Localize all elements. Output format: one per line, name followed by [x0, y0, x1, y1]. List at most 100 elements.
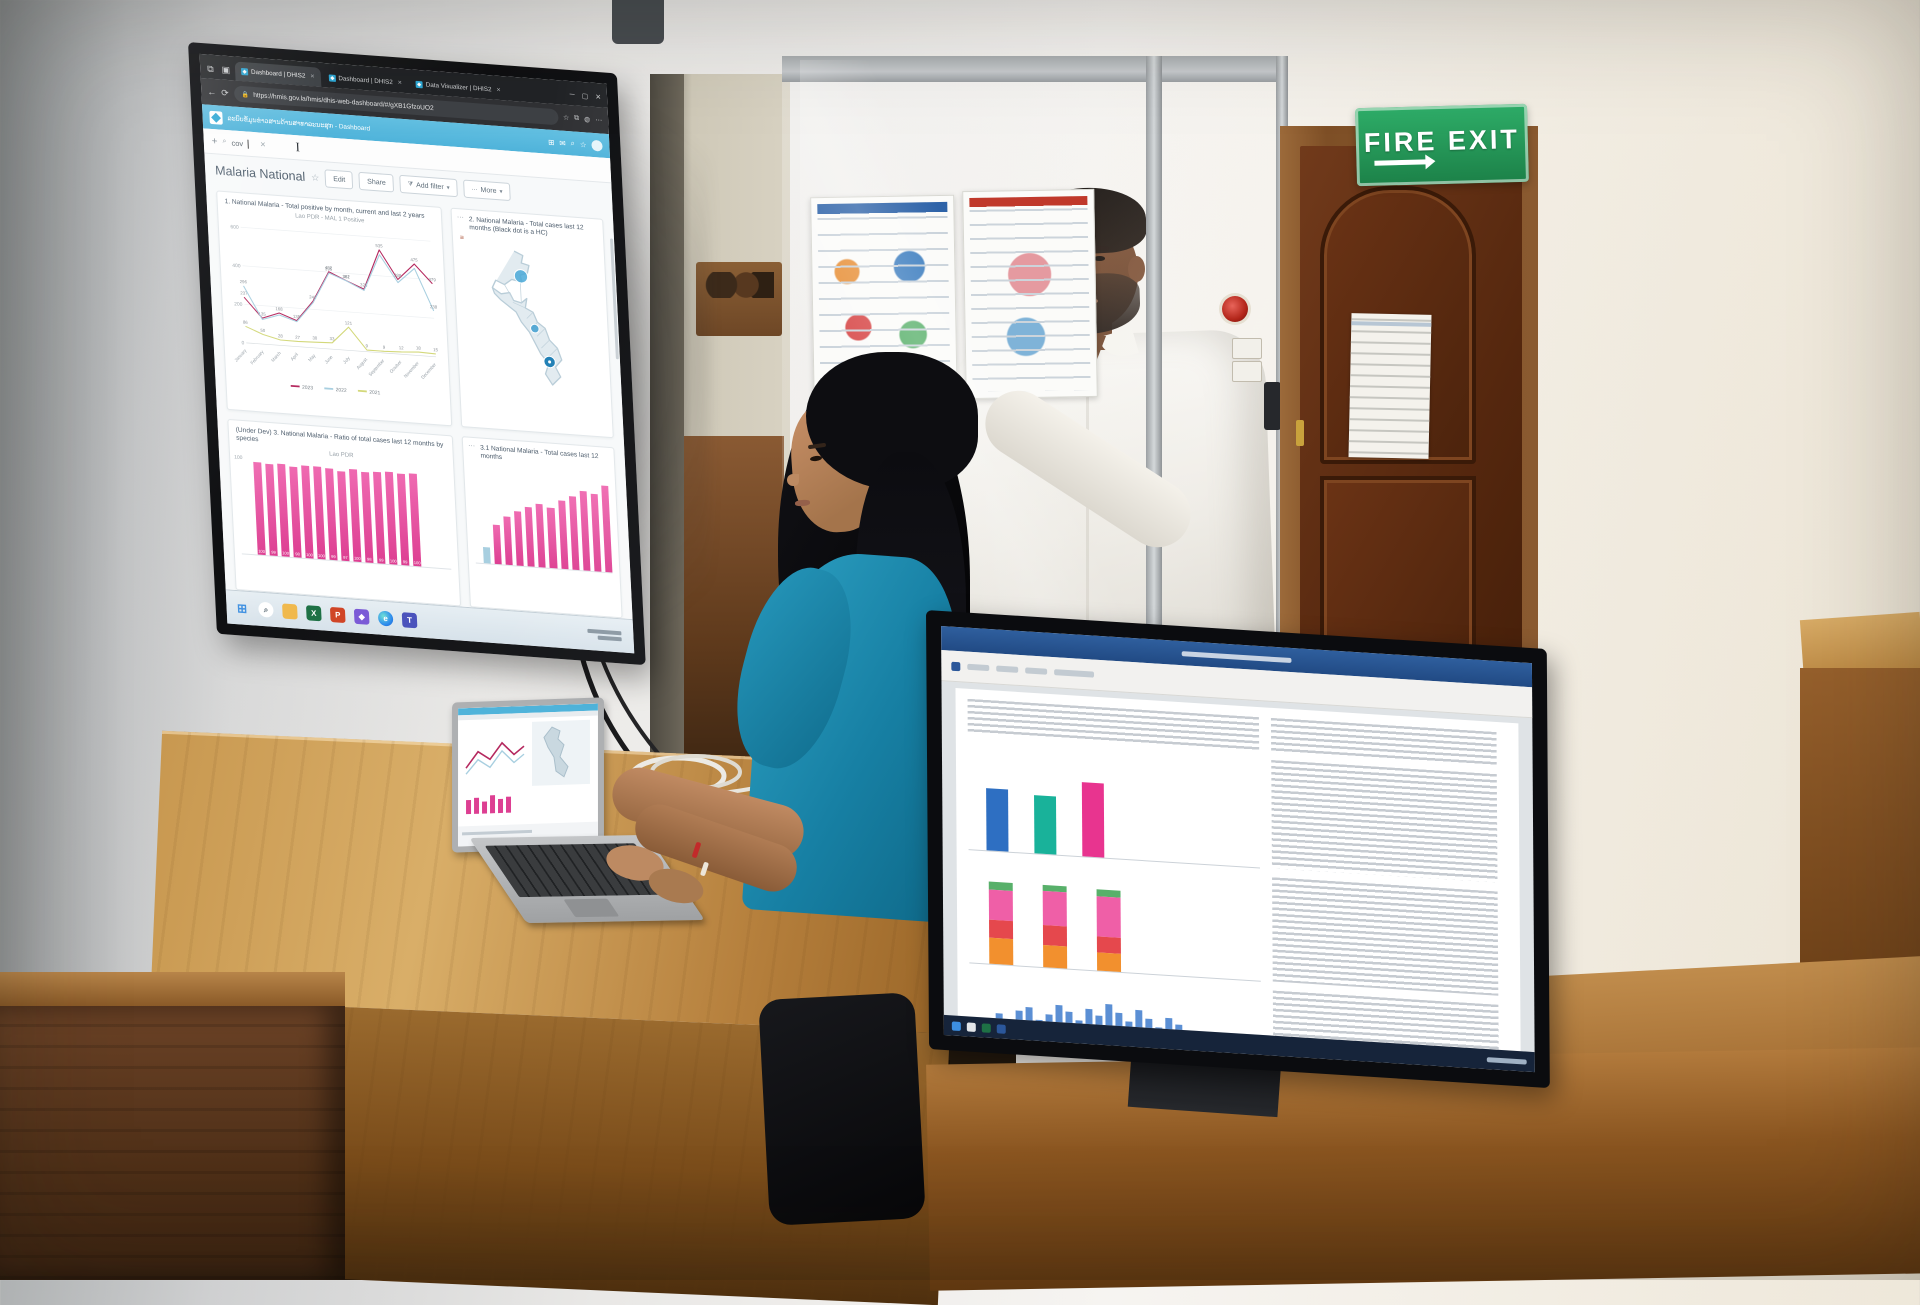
document-page: [955, 688, 1521, 1052]
cases-bar[interactable]: [568, 496, 580, 571]
fire-exit-sign: FIRE EXIT: [1355, 103, 1529, 187]
dhis2-header-icons: ⊞ ✉ ⌕ ☆: [547, 136, 603, 152]
ratio-bar[interactable]: 100: [408, 473, 422, 567]
series-line-2022: [243, 254, 435, 323]
cases-bar[interactable]: [547, 507, 558, 569]
laptop-screen: [452, 697, 604, 853]
messages-icon[interactable]: ✉: [559, 137, 566, 148]
share-button[interactable]: Share: [358, 171, 395, 193]
line-chart: 0 200 400 600 January February March April May Ju…: [225, 214, 443, 403]
search-input[interactable]: cov: [231, 137, 244, 148]
light-switch[interactable]: [1232, 338, 1262, 359]
search-icon[interactable]: ⌕: [258, 601, 274, 618]
ratio-bar[interactable]: 99: [396, 473, 410, 567]
ratio-bar[interactable]: 100: [253, 462, 266, 556]
back-icon[interactable]: ←: [207, 86, 217, 98]
tab-title: Dashboard | DHIS2: [338, 75, 393, 87]
ratio-bar[interactable]: 100: [313, 466, 326, 560]
shoes-on-shelf: [704, 272, 774, 298]
ratio-bar[interactable]: 100: [277, 464, 290, 558]
user-avatar[interactable]: [591, 139, 603, 152]
chart-card-map: ⋯ 2. National Malaria - Total cases last…: [450, 207, 614, 439]
more-button[interactable]: ⋯ More ▾: [463, 179, 511, 202]
credenza-top: [0, 972, 345, 1006]
title-text-smudge: [1181, 650, 1292, 663]
data-label: 33: [329, 336, 335, 341]
light-switch[interactable]: [1232, 361, 1262, 382]
input-caret: [247, 139, 250, 149]
ratio-bar[interactable]: 97: [337, 471, 350, 562]
ratio-bar[interactable]: 100: [384, 472, 398, 566]
collections-icon[interactable]: ⧉: [574, 114, 580, 122]
cases-bar[interactable]: [492, 524, 502, 565]
dhis2-app-icon[interactable]: ◆: [353, 608, 370, 625]
close-icon[interactable]: ✕: [595, 93, 602, 102]
search-icon[interactable]: ⌕: [570, 138, 576, 148]
doc-stack-segment: [1043, 945, 1068, 969]
data-label: 50: [260, 328, 266, 333]
card-menu-icon[interactable]: ⋯: [456, 214, 465, 222]
map-marker[interactable]: [513, 269, 528, 284]
profile-icon[interactable]: ◍: [584, 116, 591, 124]
close-icon[interactable]: ×: [397, 79, 402, 87]
powerpoint-icon[interactable]: P: [329, 606, 346, 624]
dhis2-favicon-icon: [240, 67, 249, 76]
bar-value-label: 100: [282, 550, 290, 557]
ratio-bar[interactable]: 100: [349, 469, 362, 563]
ratio-bar[interactable]: 100: [301, 465, 314, 560]
favorites-icon[interactable]: ☆: [562, 114, 570, 123]
ribbon-chip: [996, 665, 1019, 673]
bar-value-label: 99: [331, 554, 336, 560]
cases-bar[interactable]: [514, 511, 525, 567]
ratio-bar[interactable]: 99: [373, 472, 386, 565]
tray-smudge: [1486, 1056, 1527, 1065]
dashboard-grid: 1. National Malaria - Total positive by …: [206, 186, 633, 619]
edit-button[interactable]: Edit: [324, 169, 354, 190]
tab-actions-icon[interactable]: ▣: [221, 64, 231, 76]
bar-value-label: 100: [389, 558, 397, 565]
data-label: 168: [275, 306, 283, 312]
refresh-icon[interactable]: ⟳: [221, 87, 230, 98]
card-menu-icon[interactable]: ⋯: [467, 442, 476, 451]
ratio-bar[interactable]: 99: [265, 464, 278, 557]
help-icon[interactable]: ☆: [579, 139, 587, 149]
data-label: 361: [342, 274, 350, 280]
right-desk-front: [926, 1047, 1920, 1291]
map-marker[interactable]: [529, 324, 540, 334]
chart-card-line: 1. National Malaria - Total positive by …: [216, 190, 453, 427]
star-favorite-icon[interactable]: ☆: [310, 171, 320, 183]
cases-bar[interactable]: [579, 490, 591, 572]
maximize-icon[interactable]: ▢: [581, 92, 589, 101]
add-filter-button[interactable]: ⧩ Add filter ▾: [399, 174, 459, 198]
cases-bar[interactable]: [535, 504, 547, 569]
cases-bar[interactable]: [503, 516, 513, 566]
start-icon[interactable]: ⊞: [236, 600, 248, 616]
cases-bar[interactable]: [590, 493, 602, 573]
ratio-bar[interactable]: 98: [361, 472, 374, 564]
edge-icon[interactable]: e: [377, 610, 394, 627]
fire-exit-arrow-icon: [1374, 159, 1427, 166]
excel-icon[interactable]: X: [305, 605, 322, 622]
series-line-2021: [245, 326, 436, 355]
cases-bar[interactable]: [601, 485, 613, 573]
cases-bar[interactable]: [525, 506, 536, 568]
menu-icon[interactable]: ⋯: [595, 117, 603, 125]
tv-screen: ⧉ ▣ Dashboard | DHIS2 × Dashboard | DHIS2 ×…: [199, 53, 635, 654]
legend-label: 2023: [302, 385, 314, 392]
ratio-bar[interactable]: 99: [325, 468, 338, 561]
teams-icon[interactable]: T: [401, 612, 418, 629]
clear-search-icon[interactable]: ✕: [259, 141, 267, 150]
add-dashboard-icon[interactable]: +: [211, 135, 218, 147]
minimize-icon[interactable]: ─: [569, 91, 575, 99]
cases-bar[interactable]: [482, 546, 491, 565]
close-icon[interactable]: ×: [496, 86, 501, 95]
workspaces-icon[interactable]: ⧉: [206, 63, 214, 74]
cases-bar[interactable]: [557, 500, 569, 570]
ratio-bar[interactable]: 98: [289, 466, 302, 559]
interpretations-icon[interactable]: ⊞: [547, 137, 555, 147]
close-icon[interactable]: ×: [310, 73, 315, 81]
data-label: 296: [240, 279, 248, 285]
folder-icon[interactable]: [282, 603, 298, 620]
system-tray[interactable]: [587, 628, 625, 641]
window-controls: ─ ▢ ✕: [570, 91, 602, 101]
